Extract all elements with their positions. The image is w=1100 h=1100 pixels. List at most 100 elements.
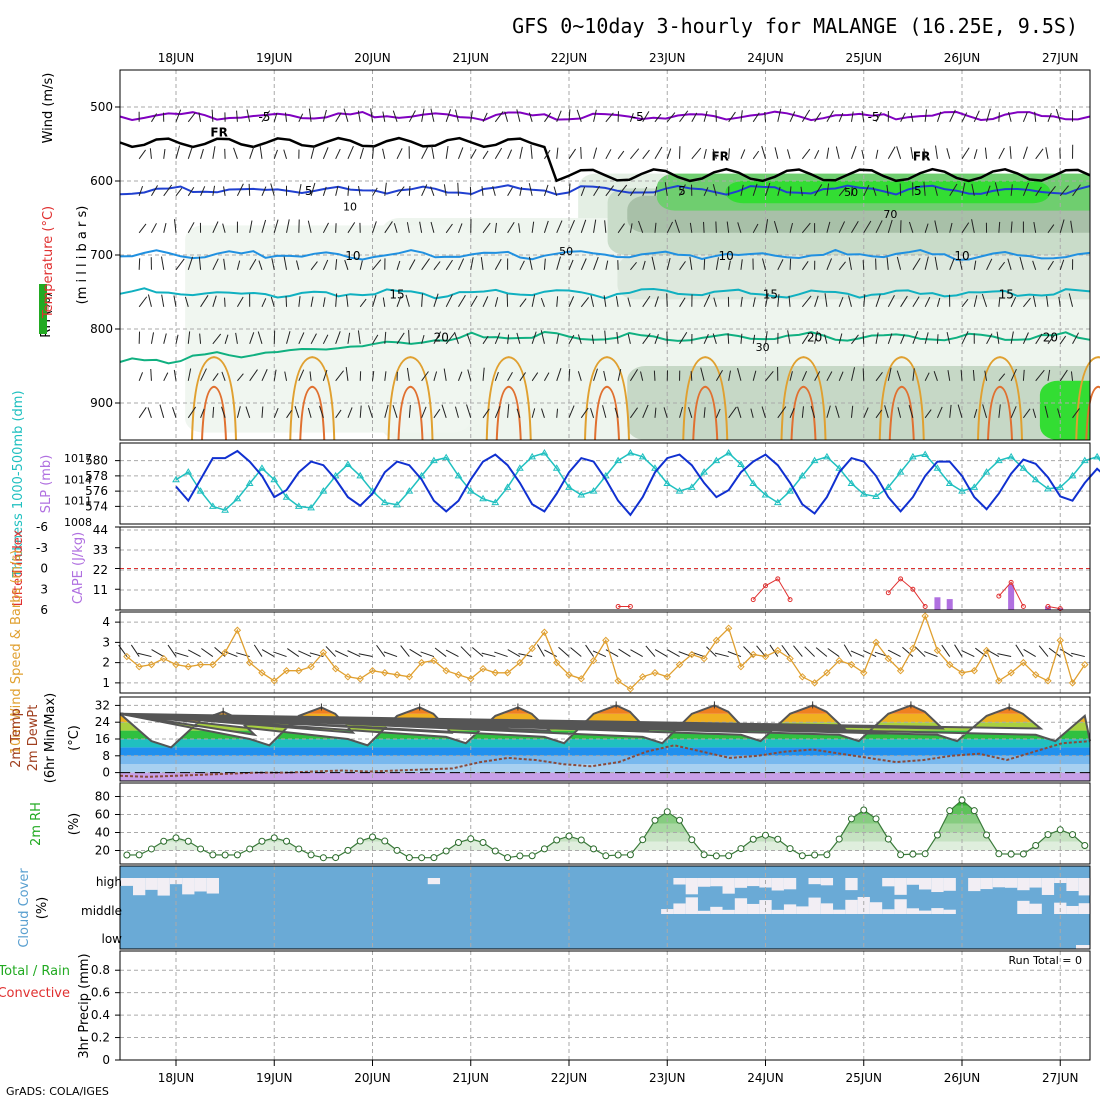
upper-wind-barb: [147, 294, 152, 307]
upper-wind-barb: [765, 370, 774, 382]
surface-wind-barb: [1015, 644, 1024, 657]
thickness-point: [245, 479, 254, 486]
rh-point: [553, 836, 561, 844]
wind10m-panel: 1 2 3 4 10m Wind Speed & Barbs (m/s): [9, 550, 1091, 754]
warm-contour: [780, 356, 827, 441]
upper-wind-barb: [949, 404, 952, 418]
surface-wind-barb: [167, 644, 177, 657]
upper-wind-barb: [740, 149, 746, 159]
wind-speed-point: [430, 656, 438, 665]
upper-wind-barb: [593, 219, 597, 233]
upper-wind-barb: [138, 223, 147, 234]
rh-point: [430, 854, 438, 862]
middle-cloud-bar: [1078, 903, 1091, 914]
upper-wind-barb: [590, 295, 595, 307]
rh-shade-6: [617, 255, 1090, 300]
upper-wind-barb: [801, 261, 809, 271]
upper-wind-barb: [408, 405, 411, 418]
upper-wind-barb: [298, 369, 305, 382]
thickness-point: [172, 475, 180, 483]
upper-wind-barb: [392, 405, 398, 418]
rh-point: [602, 852, 610, 860]
rh-point: [258, 837, 266, 845]
upper-wind-barb: [1058, 296, 1061, 307]
upper-wind-barb: [543, 220, 549, 233]
wind-speed-point: [602, 636, 610, 645]
upper-wind-barb: [924, 223, 929, 233]
upper-wind-barb: [357, 110, 361, 122]
upper-wind-barb: [310, 333, 317, 345]
wind-speed-point: [319, 648, 328, 657]
upper-wind-barb: [715, 370, 723, 382]
upper-wind-barb: [346, 295, 349, 307]
slp-tick-1014: 1014: [64, 473, 92, 486]
upper-wind-barb: [654, 146, 663, 160]
rh-60-label: 60: [95, 808, 110, 822]
rh-point: [233, 851, 241, 859]
date-axes: 18JUN 18JUN 19JUN 19JUN 20JUN 20JUN 21JUN 21JUN…: [158, 51, 1079, 1085]
upper-wind-barb: [307, 407, 312, 418]
pressure-800-label: 800: [90, 322, 113, 336]
upper-wind-barb: [887, 295, 895, 308]
upper-wind-barb: [801, 371, 808, 382]
surface-wind-barb: [325, 646, 337, 657]
upper-wind-barb: [814, 295, 819, 307]
upper-wind-barb: [298, 296, 301, 307]
upper-wind-barb: [814, 371, 821, 382]
upper-wind-barb: [703, 110, 708, 122]
rh-point: [663, 808, 671, 816]
wind-speed-point: [860, 669, 868, 677]
rh-point: [762, 831, 769, 839]
surface-wind-barb: [358, 653, 373, 658]
isotherm-label-10: 10: [954, 249, 969, 263]
thickness-point: [970, 483, 979, 490]
upper-wind-barb: [556, 368, 562, 381]
surface-wind-barb: [558, 646, 570, 657]
upper-wind-barb: [433, 331, 442, 345]
upper-wind-barb: [150, 368, 152, 381]
surface-wind-barb: [605, 649, 619, 657]
upper-wind-barb: [814, 150, 820, 160]
thickness-tick-574: 574: [85, 499, 108, 513]
upper-wind-barb: [1022, 112, 1028, 122]
upper-wind-barb: [863, 220, 872, 234]
rh-point: [1019, 850, 1027, 858]
lifted-index-point: [1057, 606, 1063, 612]
upper-wind-barb: [358, 185, 361, 196]
upper-wind-barb: [666, 221, 674, 234]
upper-wind-barb: [593, 109, 597, 122]
temperature-axis-label: Temperature (°C): [41, 206, 56, 319]
upper-wind-barb: [789, 258, 792, 270]
upper-wind-barb: [1035, 186, 1042, 197]
upper-wind-barb: [777, 186, 781, 196]
thickness-tick-580: 580: [85, 454, 108, 468]
upper-wind-barb: [949, 258, 955, 270]
upper-wind-barb: [765, 293, 769, 307]
upper-wind-barb: [249, 220, 253, 233]
upper-wind-barb: [642, 260, 646, 270]
upper-wind-barb: [200, 368, 207, 382]
upper-wind-barb: [163, 184, 173, 197]
thickness-point: [417, 471, 426, 479]
wind-speed-point: [896, 667, 905, 675]
thickness-point: [823, 452, 831, 460]
rh-point: [737, 845, 745, 853]
upper-wind-barb: [482, 296, 489, 308]
upper-wind-barb: [998, 373, 1006, 382]
upper-wind-barb: [531, 408, 536, 418]
wind-speed-point: [528, 644, 536, 653]
upper-wind-barb: [458, 371, 463, 381]
upper-wind-barb: [1059, 335, 1067, 345]
upper-wind-barb: [851, 334, 859, 345]
thickness-point: [319, 487, 328, 494]
upper-wind-barb: [507, 371, 513, 382]
upper-wind-barb: [147, 407, 152, 418]
upper-wind-barb: [568, 405, 575, 418]
upper-wind-barb: [961, 147, 970, 160]
surface-wind-barb: [130, 644, 140, 657]
upper-wind-barb: [642, 186, 648, 197]
high-cloud-bar: [894, 878, 907, 895]
thickness-point: [282, 493, 291, 500]
upper-wind-barb: [173, 295, 177, 307]
surface-wind-barb: [645, 645, 656, 657]
